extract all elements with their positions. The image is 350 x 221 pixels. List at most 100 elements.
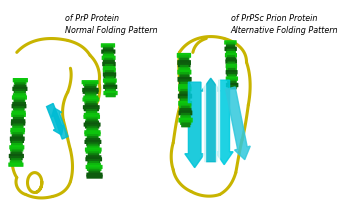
FancyBboxPatch shape	[8, 162, 23, 167]
FancyArrow shape	[185, 82, 204, 168]
FancyBboxPatch shape	[12, 102, 26, 106]
FancyBboxPatch shape	[84, 130, 100, 134]
FancyBboxPatch shape	[9, 145, 25, 150]
FancyBboxPatch shape	[181, 106, 190, 110]
FancyBboxPatch shape	[11, 119, 26, 124]
FancyBboxPatch shape	[11, 121, 25, 126]
FancyBboxPatch shape	[103, 85, 117, 89]
FancyBboxPatch shape	[89, 161, 99, 165]
FancyBboxPatch shape	[180, 98, 190, 103]
FancyBboxPatch shape	[177, 77, 192, 82]
FancyBboxPatch shape	[178, 55, 189, 60]
FancyBboxPatch shape	[82, 80, 99, 84]
FancyBboxPatch shape	[86, 149, 101, 154]
FancyBboxPatch shape	[228, 61, 235, 66]
FancyBboxPatch shape	[13, 97, 25, 102]
FancyBboxPatch shape	[180, 74, 190, 79]
FancyBboxPatch shape	[226, 44, 235, 49]
FancyBboxPatch shape	[11, 158, 21, 162]
FancyBboxPatch shape	[86, 101, 96, 105]
FancyBboxPatch shape	[228, 85, 237, 89]
FancyBboxPatch shape	[180, 82, 189, 87]
FancyBboxPatch shape	[11, 113, 26, 117]
FancyBboxPatch shape	[177, 53, 191, 58]
FancyBboxPatch shape	[180, 72, 189, 77]
FancyBboxPatch shape	[87, 136, 98, 140]
FancyBboxPatch shape	[9, 154, 24, 158]
FancyArrow shape	[201, 78, 220, 162]
FancyBboxPatch shape	[104, 51, 113, 56]
FancyBboxPatch shape	[86, 165, 103, 169]
FancyBboxPatch shape	[226, 66, 237, 70]
FancyBboxPatch shape	[225, 53, 237, 57]
Bar	[216, 78, 219, 170]
FancyBboxPatch shape	[177, 60, 191, 65]
FancyBboxPatch shape	[14, 80, 27, 85]
FancyBboxPatch shape	[83, 97, 99, 102]
FancyBboxPatch shape	[103, 91, 118, 95]
FancyBboxPatch shape	[12, 126, 23, 130]
FancyBboxPatch shape	[83, 90, 98, 94]
FancyBboxPatch shape	[83, 82, 97, 86]
FancyBboxPatch shape	[15, 91, 25, 95]
FancyBboxPatch shape	[12, 134, 23, 139]
FancyBboxPatch shape	[103, 78, 117, 83]
FancyBboxPatch shape	[86, 142, 100, 146]
FancyArrow shape	[215, 80, 233, 165]
FancyBboxPatch shape	[227, 55, 235, 60]
FancyBboxPatch shape	[180, 120, 191, 125]
FancyBboxPatch shape	[227, 78, 237, 83]
FancyBboxPatch shape	[84, 86, 97, 90]
FancyBboxPatch shape	[84, 132, 100, 136]
FancyBboxPatch shape	[104, 58, 113, 62]
FancyBboxPatch shape	[84, 140, 101, 144]
FancyBboxPatch shape	[179, 79, 190, 84]
FancyBboxPatch shape	[10, 156, 23, 160]
FancyBboxPatch shape	[105, 64, 113, 68]
FancyBboxPatch shape	[11, 143, 23, 147]
FancyBboxPatch shape	[103, 72, 116, 77]
Bar	[203, 78, 205, 170]
FancyBboxPatch shape	[179, 91, 190, 96]
FancyBboxPatch shape	[83, 95, 98, 100]
FancyBboxPatch shape	[104, 74, 116, 79]
FancyBboxPatch shape	[10, 139, 24, 143]
FancyBboxPatch shape	[102, 56, 116, 60]
FancyBboxPatch shape	[178, 110, 192, 115]
FancyBboxPatch shape	[87, 134, 99, 138]
FancyBboxPatch shape	[226, 70, 238, 74]
FancyBboxPatch shape	[178, 94, 192, 99]
FancyBboxPatch shape	[13, 108, 24, 113]
FancyArrow shape	[226, 87, 250, 160]
FancyBboxPatch shape	[85, 103, 98, 107]
FancyBboxPatch shape	[226, 72, 237, 77]
FancyBboxPatch shape	[84, 113, 99, 117]
FancyBboxPatch shape	[178, 86, 191, 91]
FancyBboxPatch shape	[224, 47, 237, 51]
FancyBboxPatch shape	[178, 118, 193, 123]
FancyBboxPatch shape	[10, 160, 22, 165]
FancyBboxPatch shape	[10, 147, 23, 152]
FancyBboxPatch shape	[85, 147, 102, 152]
FancyBboxPatch shape	[226, 57, 237, 62]
FancyBboxPatch shape	[178, 101, 192, 106]
FancyBboxPatch shape	[88, 171, 100, 175]
FancyBboxPatch shape	[178, 63, 190, 67]
FancyBboxPatch shape	[10, 152, 22, 156]
FancyBboxPatch shape	[82, 88, 99, 92]
FancyBboxPatch shape	[12, 110, 26, 115]
FancyBboxPatch shape	[85, 124, 99, 129]
FancyBboxPatch shape	[12, 104, 27, 108]
FancyBboxPatch shape	[225, 59, 237, 64]
FancyBboxPatch shape	[105, 70, 114, 74]
FancyBboxPatch shape	[179, 108, 191, 113]
Text: Normal Folding Pattern: Normal Folding Pattern	[65, 26, 158, 35]
FancyBboxPatch shape	[226, 42, 235, 47]
FancyBboxPatch shape	[85, 157, 102, 161]
FancyBboxPatch shape	[103, 53, 114, 58]
FancyBboxPatch shape	[177, 70, 191, 75]
FancyBboxPatch shape	[85, 92, 97, 96]
FancyBboxPatch shape	[14, 100, 24, 104]
FancyBboxPatch shape	[104, 80, 116, 85]
FancyBboxPatch shape	[101, 50, 116, 54]
